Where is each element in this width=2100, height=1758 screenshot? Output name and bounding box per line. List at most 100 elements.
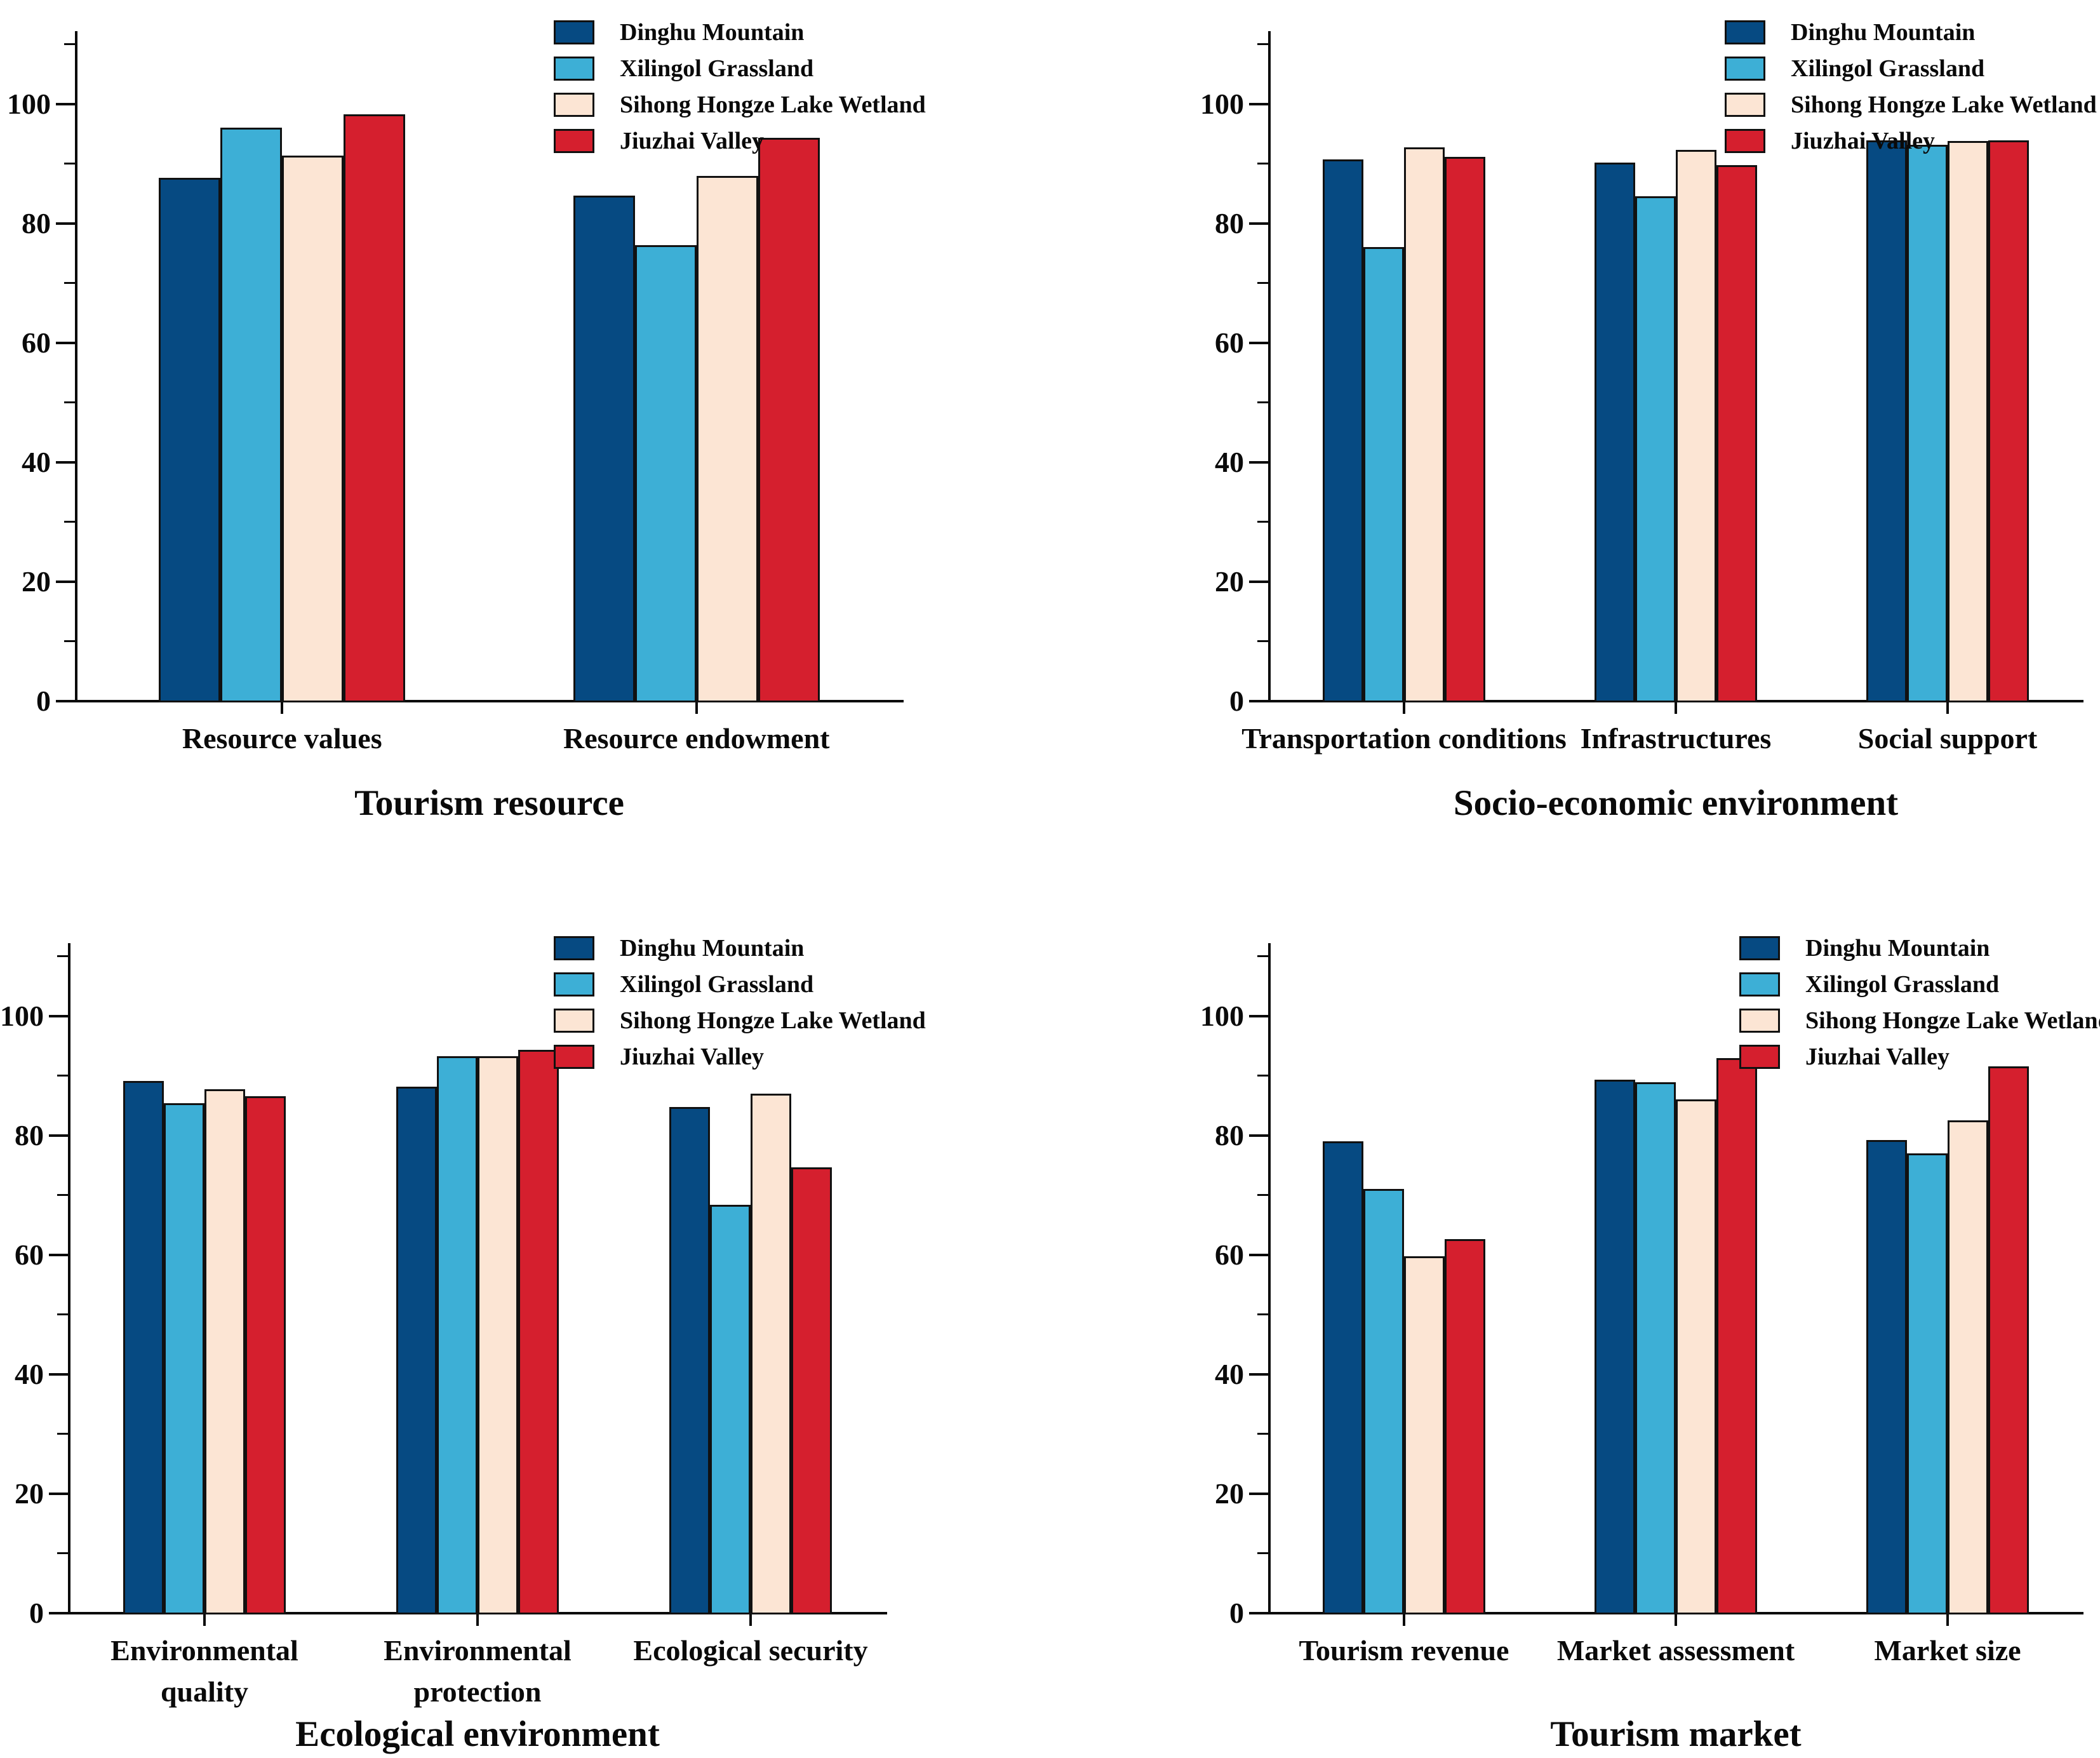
legend-swatch-icon [1725,93,1765,117]
legend-swatch-icon [554,57,594,81]
legend-item-dinghu-mountain: Dinghu Mountain [554,936,926,960]
legend-label: Jiuzhai Valley [620,128,764,154]
legend-label: Xilingol Grassland [1805,971,2000,998]
y-major-tick [56,342,75,344]
x-category-tick [476,1614,479,1626]
bar-jiuzhai-valley-environmental-protection [518,1049,559,1614]
y-major-tick [1249,222,1268,225]
legend-item-sihong-hongze-lake-wetland: Sihong Hongze Lake Wetland [554,93,926,117]
y-minor-tick [1257,1194,1268,1196]
bar-dinghu-mountain-ecological-security [669,1106,710,1614]
x-category-label-ecological-security: Ecological security [633,1634,868,1667]
y-tick-label: 0 [36,685,51,717]
x-category-tick [1403,1614,1405,1626]
y-tick-label: 80 [1215,1119,1244,1151]
y-tick-label: 60 [1215,326,1244,359]
y-minor-tick [1257,955,1268,957]
bar-jiuzhai-valley-tourism-revenue [1445,1239,1485,1614]
x-category-tick [1675,702,1677,714]
y-major-tick [1249,1612,1268,1614]
legend-item-sihong-hongze-lake-wetland: Sihong Hongze Lake Wetland [554,1009,926,1033]
x-category-label-tourism-revenue: Tourism revenue [1299,1634,1509,1667]
legend-item-xilingol-grassland: Xilingol Grassland [554,57,926,81]
bar-dinghu-mountain-infrastructures [1595,163,1635,702]
bar-dinghu-mountain-transportation-conditions [1323,159,1363,702]
x-category-tick [695,702,698,714]
bar-jiuzhai-valley-social-support [1988,140,2029,702]
bar-xilingol-grassland-social-support [1907,144,1948,702]
legend-item-jiuzhai-valley: Jiuzhai Valley [1725,129,2097,153]
x-axis [75,700,904,702]
chart-tourism-market: 0 20 40 60 80 100 Tourism revenue Market assess… [1050,884,2100,1758]
y-major-tick [56,103,75,105]
y-minor-tick [64,521,75,523]
y-major-tick [56,580,75,583]
legend-label: Xilingol Grassland [1791,55,1985,82]
bar-sihong-hongze-lake-wetland-market-size [1948,1120,1988,1614]
bar-xilingol-grassland-resource-endowment [634,245,697,702]
legend: Dinghu Mountain Xilingol Grassland Sihong … [554,20,926,165]
bar-xilingol-grassland-transportation-conditions [1363,246,1404,702]
legend-label: Jiuzhai Valley [1791,128,1935,154]
x-category-label-resource-values: Resource values [182,722,382,755]
y-tick-label: 60 [1215,1238,1244,1271]
legend-label: Sihong Hongze Lake Wetland [620,91,926,118]
legend-label: Dinghu Mountain [1805,935,1990,962]
legend-label: Jiuzhai Valley [1805,1043,1950,1070]
bar-sihong-hongze-lake-wetland-market-assessment [1676,1099,1716,1614]
x-category-tick [281,702,284,714]
legend-item-jiuzhai-valley: Jiuzhai Valley [1739,1045,2100,1069]
legend-swatch-icon [554,129,594,153]
y-minor-tick [1257,640,1268,642]
y-tick-label: 100 [0,1000,44,1032]
x-category-label-market-assessment: Market assessment [1556,1634,1795,1667]
x-category-label-transportation-conditions: Transportation conditions [1241,722,1567,755]
y-minor-tick [57,1075,68,1077]
x-category-label-environmental-protection: Environmental protection [384,1634,572,1708]
bar-xilingol-grassland-environmental-protection [437,1056,478,1614]
y-major-tick [56,222,75,225]
legend-label: Dinghu Mountain [620,935,805,962]
y-minor-tick [1257,1313,1268,1315]
x-category-label-market-size: Market size [1874,1634,2021,1667]
bar-dinghu-mountain-resource-endowment [573,195,635,702]
chart-title-socio-economic-environment: Socio-economic environment [1453,783,1899,823]
legend-swatch-icon [1739,972,1780,996]
bar-sihong-hongze-lake-wetland-environmental-quality [204,1089,245,1614]
y-major-tick [1249,1254,1268,1256]
y-tick-label: 40 [1215,446,1244,478]
y-major-tick [49,1493,68,1495]
legend-item-xilingol-grassland: Xilingol Grassland [554,972,926,996]
y-tick-label: 40 [1215,1358,1244,1390]
bar-jiuzhai-valley-resource-values [344,114,406,702]
y-minor-tick [64,282,75,284]
y-major-tick [49,1015,68,1017]
y-major-tick [1249,342,1268,344]
bar-dinghu-mountain-environmental-protection [396,1086,437,1614]
y-minor-tick [57,1194,68,1196]
legend-label: Dinghu Mountain [1791,19,1976,46]
bar-jiuzhai-valley-environmental-quality [245,1096,286,1614]
legend-swatch-icon [1739,936,1780,960]
bar-xilingol-grassland-market-assessment [1635,1082,1676,1614]
y-major-tick [49,1254,68,1256]
y-axis [1268,943,1271,1614]
legend-item-dinghu-mountain: Dinghu Mountain [554,20,926,44]
y-major-tick [49,1612,68,1614]
chart-title-ecological-environment: Ecological environment [295,1714,660,1754]
y-major-tick [1249,103,1268,105]
legend-swatch-icon [554,1009,594,1033]
y-tick-label: 80 [1215,207,1244,239]
y-tick-label: 0 [29,1597,44,1629]
legend-swatch-icon [1725,57,1765,81]
y-major-tick [56,461,75,464]
chart-socio-economic-environment: 0 20 40 60 80 100 Transportation conditions Inf… [1050,5,2100,879]
y-tick-label: 80 [22,207,51,239]
y-axis [1268,31,1271,702]
y-axis [68,943,70,1614]
legend-item-jiuzhai-valley: Jiuzhai Valley [554,129,926,153]
legend: Dinghu Mountain Xilingol Grassland Sihong … [1739,936,2100,1081]
legend-swatch-icon [554,20,594,44]
legend-item-jiuzhai-valley: Jiuzhai Valley [554,1045,926,1069]
